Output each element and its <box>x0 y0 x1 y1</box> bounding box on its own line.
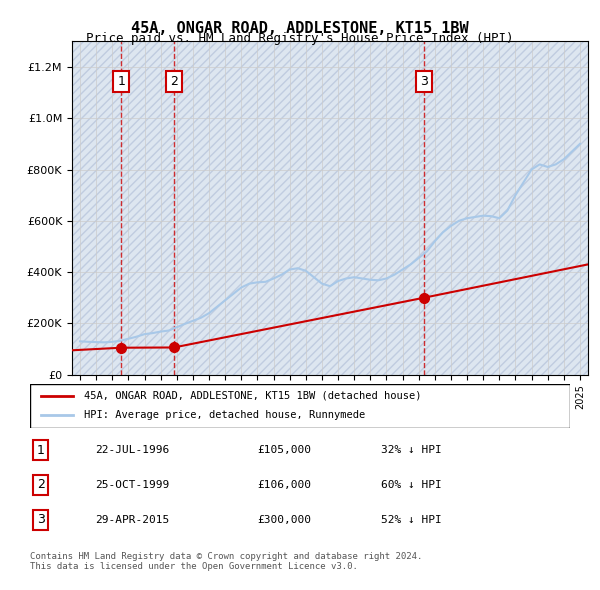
Text: 45A, ONGAR ROAD, ADDLESTONE, KT15 1BW: 45A, ONGAR ROAD, ADDLESTONE, KT15 1BW <box>131 21 469 35</box>
Text: 1: 1 <box>37 444 45 457</box>
Text: £300,000: £300,000 <box>257 515 311 525</box>
Text: 1: 1 <box>117 75 125 88</box>
Text: 60% ↓ HPI: 60% ↓ HPI <box>381 480 442 490</box>
Text: HPI: Average price, detached house, Runnymede: HPI: Average price, detached house, Runn… <box>84 411 365 420</box>
Text: 3: 3 <box>37 513 45 526</box>
Text: Contains HM Land Registry data © Crown copyright and database right 2024.
This d: Contains HM Land Registry data © Crown c… <box>30 552 422 571</box>
Text: £105,000: £105,000 <box>257 445 311 455</box>
FancyBboxPatch shape <box>30 384 570 428</box>
Text: 2: 2 <box>37 478 45 491</box>
Bar <box>72 41 588 375</box>
Text: 32% ↓ HPI: 32% ↓ HPI <box>381 445 442 455</box>
Text: Price paid vs. HM Land Registry's House Price Index (HPI): Price paid vs. HM Land Registry's House … <box>86 32 514 45</box>
Text: 52% ↓ HPI: 52% ↓ HPI <box>381 515 442 525</box>
Text: 2: 2 <box>170 75 178 88</box>
Text: 22-JUL-1996: 22-JUL-1996 <box>95 445 169 455</box>
Text: £106,000: £106,000 <box>257 480 311 490</box>
Text: 29-APR-2015: 29-APR-2015 <box>95 515 169 525</box>
Text: 25-OCT-1999: 25-OCT-1999 <box>95 480 169 490</box>
Text: 3: 3 <box>420 75 428 88</box>
Text: 45A, ONGAR ROAD, ADDLESTONE, KT15 1BW (detached house): 45A, ONGAR ROAD, ADDLESTONE, KT15 1BW (d… <box>84 391 421 401</box>
